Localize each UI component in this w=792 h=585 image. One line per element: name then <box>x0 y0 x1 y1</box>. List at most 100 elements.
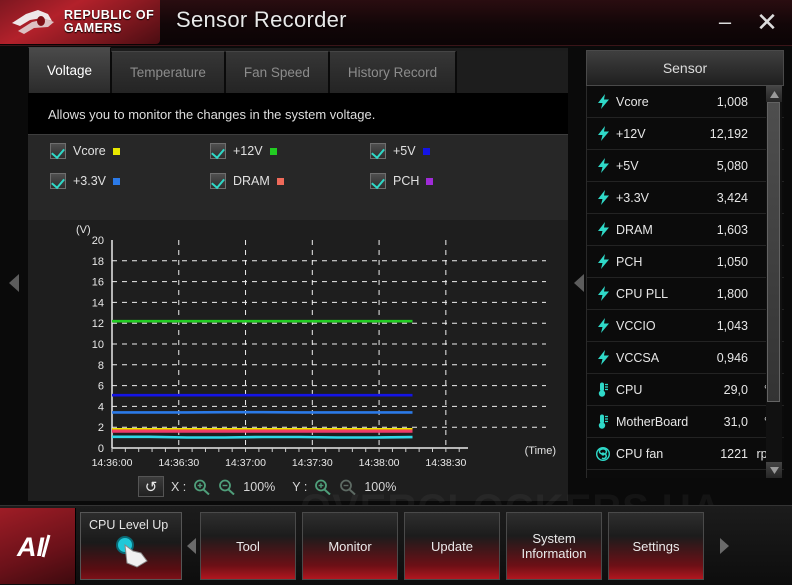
close-button[interactable]: ✕ <box>756 6 778 37</box>
sensor-name: VCCIO <box>616 318 656 333</box>
sensor-value: 1,008 <box>716 94 748 109</box>
svg-text:20: 20 <box>92 235 104 247</box>
svg-text:AI: AI <box>16 532 44 562</box>
toolbar-buttons: Tool Monitor Update System Information S… <box>200 512 704 580</box>
legend-item-vcore[interactable]: Vcore <box>50 143 210 159</box>
sensor-name: CPU PLL <box>616 286 669 301</box>
reset-zoom-button[interactable]: ↺ <box>138 476 164 497</box>
sensor-name: DRAM <box>616 222 653 237</box>
thermometer-icon <box>595 414 611 429</box>
x-zoom-in-icon[interactable] <box>193 479 211 495</box>
bolt-icon <box>595 318 611 333</box>
sensor-value: 0,946 <box>716 350 748 365</box>
sensor-row[interactable]: CPU fan1221rpm <box>587 438 784 470</box>
bolt-icon <box>595 190 611 205</box>
sensor-value: 1221 <box>720 446 748 461</box>
y-zoom-in-icon[interactable] <box>314 479 332 495</box>
chart-plot-area: 0 2 4 6 8 10 12 14 16 18 20 14:36:00 14:36:30 14:37:0… <box>92 235 546 469</box>
thermometer-icon <box>595 382 611 397</box>
sensor-row[interactable]: +5V5,080V <box>587 150 784 182</box>
y-zoom-out-icon[interactable] <box>339 479 357 495</box>
legend-label-12v: +12V <box>233 144 263 158</box>
sensor-name: VCCSA <box>616 350 660 365</box>
sensor-name: PCH <box>616 254 643 269</box>
svg-text:4: 4 <box>98 401 104 413</box>
color-swatch-dram <box>276 177 284 185</box>
color-swatch-vcore <box>112 147 120 155</box>
monitor-button[interactable]: Monitor <box>302 512 398 580</box>
checkbox-12v[interactable] <box>210 143 226 159</box>
checkbox-3v3[interactable] <box>50 173 66 189</box>
update-button[interactable]: Update <box>404 512 500 580</box>
sensor-row[interactable]: +3.3V3,424V <box>587 182 784 214</box>
tool-button[interactable]: Tool <box>200 512 296 580</box>
svg-text:14:38:30: 14:38:30 <box>425 457 466 469</box>
hand-cursor-icon <box>116 536 148 568</box>
checkbox-vcore[interactable] <box>50 143 66 159</box>
sensor-value: 1,050 <box>716 254 748 269</box>
cpu-level-up-label: CPU Level Up <box>89 518 169 532</box>
sensor-scrollbar[interactable] <box>766 86 782 478</box>
sensor-scroll-up-icon[interactable] <box>766 86 782 102</box>
x-zoom-percent: 100% <box>243 479 276 494</box>
legend-item-5v[interactable]: +5V <box>370 143 530 159</box>
legend-item-3v3[interactable]: +3.3V <box>50 173 210 189</box>
svg-text:14:37:00: 14:37:00 <box>225 457 266 469</box>
checkbox-pch[interactable] <box>370 173 386 189</box>
legend-grid: Vcore +12V +5V +3.3V DRAM <box>50 143 530 189</box>
tab-bar: Voltage Temperature Fan Speed History Re… <box>28 47 568 94</box>
ai-suite-button[interactable]: AI <box>0 508 76 584</box>
legend-item-pch[interactable]: PCH <box>370 173 530 189</box>
sensor-panel: Sensor Vcore1,008V+12V12,192V+5V5,080V+3… <box>586 50 784 480</box>
tab-fan-speed[interactable]: Fan Speed <box>224 51 329 93</box>
toolbar-next-arrow-icon[interactable] <box>716 512 732 580</box>
y-zoom-percent: 100% <box>364 479 397 494</box>
sensor-scroll-down-icon[interactable] <box>766 462 782 478</box>
fan-icon <box>595 446 611 461</box>
legend-item-12v[interactable]: +12V <box>210 143 370 159</box>
rog-brand-badge: REPUBLIC OF GAMERS <box>0 0 160 44</box>
sensor-scroll-thumb[interactable] <box>767 102 780 402</box>
legend-item-dram[interactable]: DRAM <box>210 173 370 189</box>
checkbox-dram[interactable] <box>210 173 226 189</box>
cpu-level-up-button[interactable]: CPU Level Up <box>80 512 182 580</box>
system-information-button[interactable]: System Information <box>506 512 602 580</box>
collapse-right-panel-arrow-icon[interactable] <box>570 272 587 294</box>
svg-text:14:36:00: 14:36:00 <box>92 457 133 469</box>
color-swatch-3v3 <box>113 177 121 185</box>
x-axis-unit-label: (Time) <box>524 445 556 457</box>
collapse-left-arrow-icon[interactable] <box>5 272 22 294</box>
svg-text:14:37:30: 14:37:30 <box>292 457 333 469</box>
sensor-name: MotherBoard <box>616 414 689 429</box>
sensor-name: +3.3V <box>616 190 650 205</box>
legend-label-3v3: +3.3V <box>73 174 107 188</box>
bolt-icon <box>595 158 611 173</box>
tab-temperature[interactable]: Temperature <box>111 51 225 93</box>
sensor-name: CPU <box>616 382 643 397</box>
rog-eye-logo <box>8 5 60 39</box>
bolt-icon <box>595 254 611 269</box>
tab-voltage[interactable]: Voltage <box>28 47 112 93</box>
sensor-value: 5,080 <box>716 158 748 173</box>
svg-text:6: 6 <box>98 381 104 393</box>
color-swatch-12v <box>269 147 277 155</box>
minimize-button[interactable]: – <box>718 9 732 34</box>
sensor-value: 29,0 <box>723 382 748 397</box>
sensor-name: Vcore <box>616 94 649 109</box>
checkbox-5v[interactable] <box>370 143 386 159</box>
toolbar-prev-arrow-icon[interactable] <box>183 512 199 580</box>
y-axis-unit-label: (V) <box>76 224 91 236</box>
x-zoom-out-icon[interactable] <box>218 479 236 495</box>
svg-text:14: 14 <box>92 297 104 309</box>
settings-button[interactable]: Settings <box>608 512 704 580</box>
tab-history-record[interactable]: History Record <box>328 51 457 93</box>
